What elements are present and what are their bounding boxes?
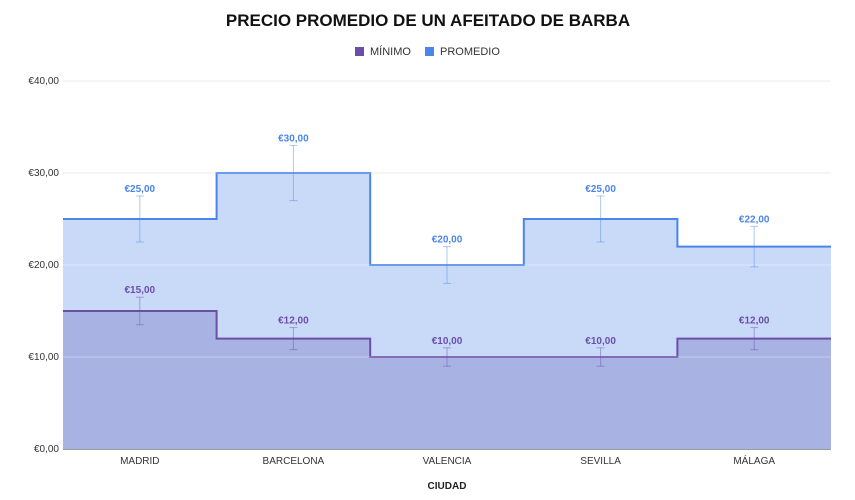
data-label: €30,00 xyxy=(278,133,309,144)
x-tick-label: MADRID xyxy=(120,456,159,467)
data-label: €20,00 xyxy=(432,235,463,246)
data-label: €12,00 xyxy=(739,316,770,327)
x-axis-ticks: MADRID BARCELONA VALENCIA SEVILLA MÁLAGA xyxy=(120,454,775,467)
y-axis-ticks: €0,00 €10,00 €20,00 €30,00 €40,00 xyxy=(28,76,59,455)
data-label: €10,00 xyxy=(585,336,616,347)
chart-title: PRECIO PROMEDIO DE UN AFEITADO DE BARBA xyxy=(226,11,630,30)
data-label: €22,00 xyxy=(739,214,770,225)
data-label: €10,00 xyxy=(432,336,463,347)
data-label: €25,00 xyxy=(125,184,156,195)
data-labels: €15,00 €12,00 €10,00 €10,00 €12,00 €25,00 €30,… xyxy=(125,133,770,346)
legend-swatch-minimo xyxy=(355,47,364,56)
error-bars xyxy=(135,144,759,367)
x-tick-label: VALENCIA xyxy=(423,456,472,467)
legend-swatch-promedio xyxy=(425,47,434,56)
series-line-minimo xyxy=(63,310,831,358)
x-tick-label: SEVILLA xyxy=(580,456,621,467)
data-label: €15,00 xyxy=(125,285,156,296)
legend: MÍNIMO PROMEDIO xyxy=(355,45,500,58)
legend-label-promedio: PROMEDIO xyxy=(440,46,500,58)
y-tick-label: €20,00 xyxy=(28,260,59,271)
legend-label-minimo: MÍNIMO xyxy=(370,45,411,58)
x-tick-label: BARCELONA xyxy=(263,456,325,467)
y-tick-label: €10,00 xyxy=(28,352,59,363)
data-label: €25,00 xyxy=(585,184,616,195)
x-axis-label: CIUDAD xyxy=(428,481,467,492)
series-area-minimo xyxy=(63,311,831,449)
y-tick-label: €30,00 xyxy=(28,168,59,179)
y-tick-label: €0,00 xyxy=(34,444,59,455)
data-label: €12,00 xyxy=(278,316,309,327)
y-tick-label: €40,00 xyxy=(28,76,59,87)
series-areas xyxy=(63,80,831,449)
x-tick-label: MÁLAGA xyxy=(733,454,775,467)
series-line-promedio xyxy=(63,172,831,266)
